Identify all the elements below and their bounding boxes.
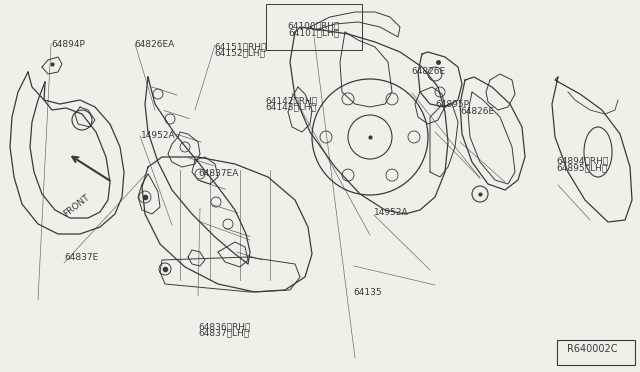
Text: 64151〈RH〉: 64151〈RH〉 — [214, 42, 267, 51]
Text: 14952A: 14952A — [374, 208, 409, 217]
Text: 64143〈LH〉: 64143〈LH〉 — [266, 103, 317, 112]
Text: 64135: 64135 — [353, 288, 382, 296]
Text: 64894〈RH〉: 64894〈RH〉 — [557, 156, 609, 165]
Text: 64836〈RH〉: 64836〈RH〉 — [198, 322, 251, 331]
Text: 64837EA: 64837EA — [198, 169, 239, 178]
Text: R640002C: R640002C — [567, 344, 618, 354]
Text: 64100〈RH〉: 64100〈RH〉 — [287, 22, 340, 31]
Text: FRONT: FRONT — [62, 192, 92, 218]
Text: 64826E: 64826E — [412, 67, 445, 76]
Text: 14952A: 14952A — [141, 131, 175, 140]
Text: 64826E: 64826E — [461, 107, 495, 116]
Text: 64152〈LH〉: 64152〈LH〉 — [214, 49, 266, 58]
Text: 64826EA: 64826EA — [134, 40, 175, 49]
Text: 64895〈LH〉: 64895〈LH〉 — [557, 163, 608, 172]
Text: 64894P: 64894P — [51, 40, 85, 49]
Text: 64837〈LH〉: 64837〈LH〉 — [198, 329, 250, 338]
Text: 64101〈LH〉: 64101〈LH〉 — [288, 28, 339, 37]
Text: 64142〈RH〉: 64142〈RH〉 — [265, 96, 317, 105]
Text: 64837E: 64837E — [64, 253, 99, 262]
Text: 64895P: 64895P — [435, 100, 469, 109]
